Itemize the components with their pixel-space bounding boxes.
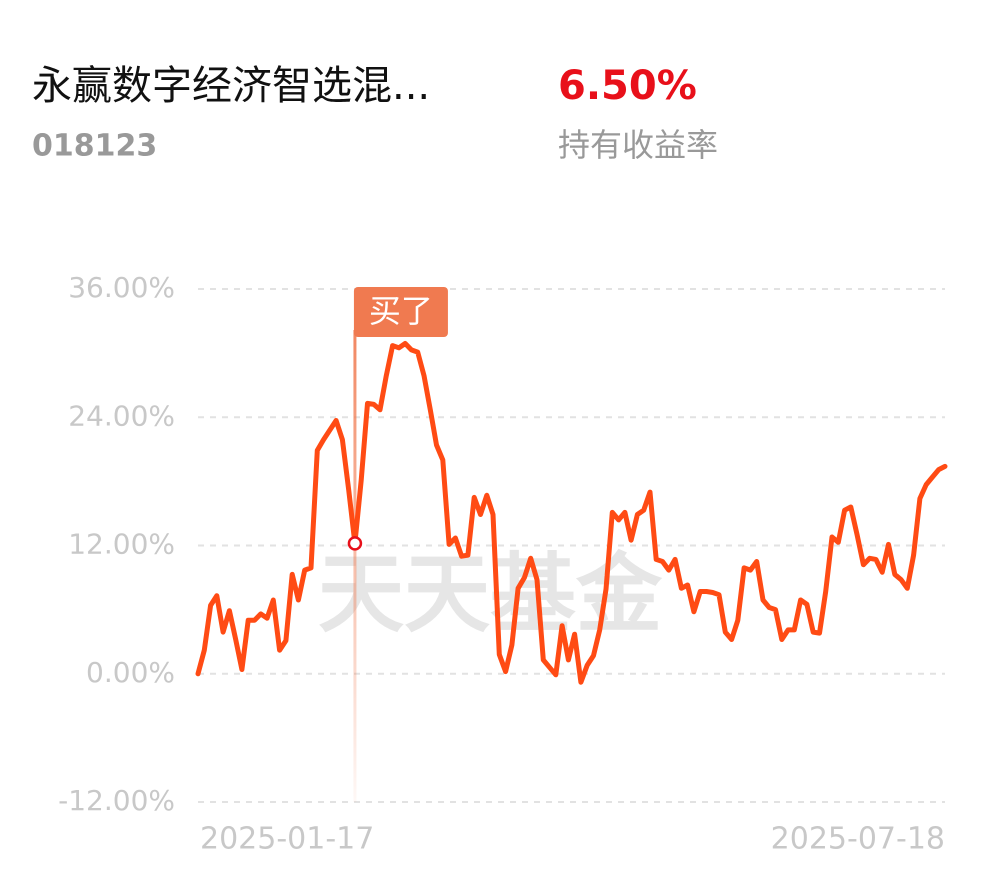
y-tick-label: 36.00% — [68, 271, 175, 304]
buy-badge — [353, 287, 448, 337]
buy-label: 买了 — [369, 292, 433, 330]
return-value: 6.50% — [558, 63, 697, 109]
return-label: 持有收益率 — [558, 126, 718, 164]
buy-line — [353, 330, 357, 802]
return-line — [195, 341, 948, 685]
fund-title: 永赢数字经济智选混... — [32, 63, 430, 109]
y-tick-label: 24.00% — [68, 399, 175, 432]
y-tick-label: 0.00% — [86, 656, 175, 689]
x-tick-label: 2025-01-17 — [200, 822, 374, 857]
x-tick-label: 2025-07-18 — [771, 822, 945, 857]
watermark: 天天基金 — [318, 544, 663, 644]
y-tick-label: 12.00% — [68, 528, 175, 561]
fund-code: 018123 — [32, 129, 157, 164]
buy-point — [347, 536, 363, 551]
y-tick-label: -12.00% — [58, 784, 175, 817]
